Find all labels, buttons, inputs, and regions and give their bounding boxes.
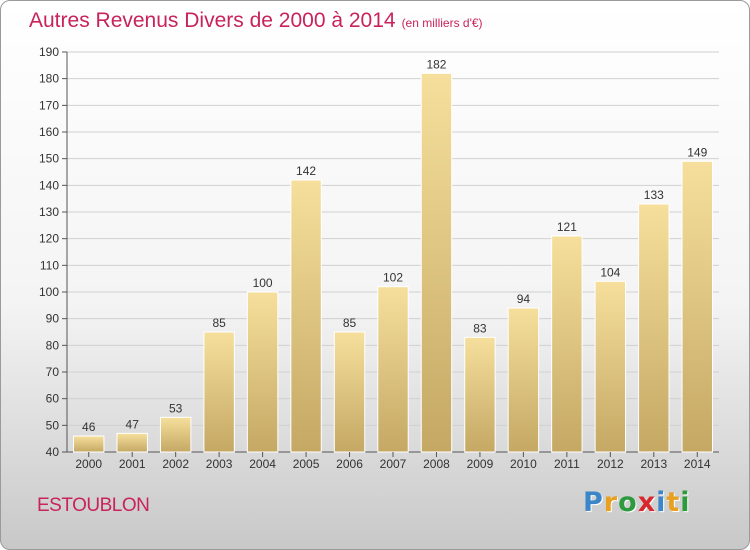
y-tick-label: 50 [46, 418, 60, 432]
logo-letter: t [666, 487, 681, 518]
data-label-2002: 53 [169, 401, 183, 415]
bar-2000 [73, 435, 105, 453]
y-tick-labels: 40 50 60 70 80 90 100 110 120 130 140 150 160 170 180 1… [39, 45, 59, 459]
data-label-2014: 149 [687, 145, 707, 159]
x-tick-label-2005: 2005 [293, 457, 320, 471]
bar-2005 [290, 179, 322, 453]
data-label-2001: 47 [126, 417, 140, 431]
x-tick-label-2007: 2007 [380, 457, 407, 471]
y-tick-label: 60 [46, 392, 60, 406]
x-tick-label-2011: 2011 [554, 457, 580, 471]
logo-letter: P [583, 487, 604, 518]
data-labels: 46 47 53 85 100 142 85 102 182 83 94 121 104 133 149 [82, 57, 708, 434]
chart-title-text: Autres Revenus Divers de 2000 à 2014 [29, 9, 396, 32]
y-tick-label: 80 [46, 338, 60, 352]
x-tick-label-2008: 2008 [423, 457, 450, 471]
logo-letter: i [656, 487, 667, 518]
y-tick-label: 40 [46, 445, 60, 459]
y-tick-label: 100 [39, 285, 59, 299]
bars [73, 72, 713, 453]
data-label-2011: 121 [557, 220, 577, 234]
data-label-2004: 100 [253, 276, 273, 290]
y-tick-label: 130 [39, 205, 59, 219]
bar-2012 [594, 280, 627, 453]
x-tick-label-2000: 2000 [75, 457, 102, 471]
x-tick-label-2013: 2013 [640, 457, 667, 471]
data-label-2010: 94 [517, 292, 531, 306]
data-label-2013: 133 [644, 188, 664, 202]
logo-letter: x [637, 487, 657, 518]
bar-2008 [420, 72, 453, 453]
logo-letter: r [603, 487, 619, 518]
bar-2014 [681, 160, 713, 453]
bar-2003 [203, 331, 235, 453]
y-tick-label: 90 [46, 312, 60, 326]
bar-2009 [464, 336, 496, 453]
y-tick-label: 170 [39, 98, 59, 112]
x-tick-label-2014: 2014 [684, 457, 711, 471]
bar-2013 [638, 203, 670, 453]
data-label-2006: 85 [343, 316, 357, 330]
data-label-2012: 104 [600, 265, 620, 279]
x-tick-label-2004: 2004 [249, 457, 276, 471]
data-label-2009: 83 [473, 321, 487, 335]
bar-2006 [333, 331, 366, 453]
x-tick-label-2006: 2006 [336, 457, 363, 471]
x-tick-label-2002: 2002 [162, 457, 189, 471]
y-tick-label: 190 [39, 45, 59, 59]
bar-2007 [377, 286, 409, 453]
y-tick-label: 160 [39, 125, 59, 139]
data-label-2005: 142 [296, 164, 316, 178]
data-label-2003: 85 [212, 316, 226, 330]
location-name: ESTOUBLON [37, 495, 150, 516]
chart-subtitle: (en milliers d'€) [401, 16, 483, 30]
y-tick-label: 150 [39, 152, 59, 166]
y-tick-label: 110 [40, 258, 59, 272]
y-tick-label: 70 [46, 365, 60, 379]
data-label-2008: 182 [426, 57, 446, 71]
y-tick-label: 120 [39, 232, 59, 246]
data-label-2007: 102 [383, 271, 403, 285]
chart-title: Autres Revenus Divers de 2000 à 2014 (en … [29, 9, 483, 33]
logo-letter: i [680, 487, 691, 518]
bar-2004 [246, 291, 279, 453]
x-tick-labels: 2000 2001 2002 2003 2004 2005 2006 2007 2008 2009… [75, 452, 711, 471]
y-tick-label: 140 [39, 178, 59, 192]
x-tick-label-2009: 2009 [467, 457, 494, 471]
logo-letter: o [618, 487, 638, 518]
bar-2011 [551, 235, 583, 453]
bar-2001 [116, 432, 148, 453]
bar-2002 [159, 416, 192, 453]
x-tick-label-2012: 2012 [597, 457, 624, 471]
bar-2010 [507, 307, 540, 453]
x-tick-label-2001: 2001 [119, 457, 146, 471]
y-tick-label: 180 [39, 72, 59, 86]
x-tick-label-2010: 2010 [510, 457, 537, 471]
x-tick-label-2003: 2003 [206, 457, 233, 471]
proxiti-logo: Proxiti [583, 487, 691, 518]
data-label-2000: 46 [82, 420, 96, 434]
